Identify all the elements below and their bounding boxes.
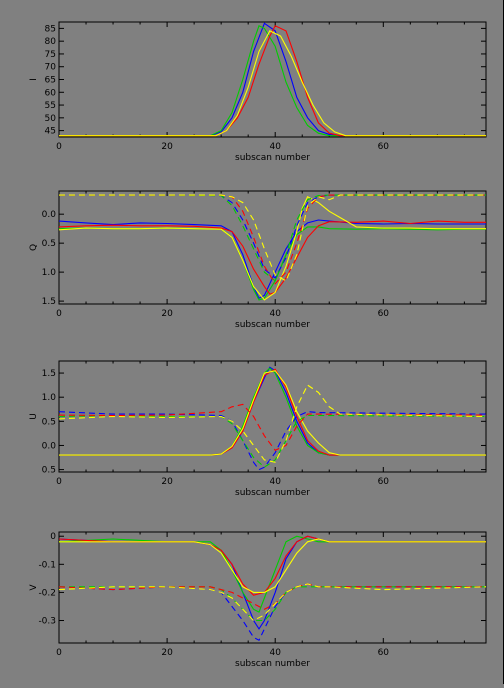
y-tick-label: 70 — [45, 63, 57, 73]
y-axis-label: U — [29, 413, 39, 420]
series-line-dashed — [59, 583, 486, 610]
y-tick-label: 55 — [45, 101, 56, 111]
x-tick-label: 20 — [161, 477, 173, 487]
series-line-dashed — [59, 411, 486, 471]
x-tick-label: 0 — [56, 142, 62, 152]
y-tick-label: -0.1 — [38, 560, 56, 570]
series-line-dashed — [59, 414, 486, 468]
y-tick-label: 45 — [45, 127, 56, 137]
y-tick-label: 80 — [45, 37, 57, 47]
series-line-dashed — [59, 403, 486, 451]
x-axis-label: subscan number — [235, 153, 310, 163]
x-tick-label: 0 — [56, 309, 62, 319]
series-line-solid — [59, 220, 486, 295]
x-axis-label: subscan number — [235, 488, 310, 498]
series-line-solid — [59, 219, 486, 299]
series-line-dashed — [59, 384, 486, 463]
y-tick-label: 50 — [45, 114, 57, 124]
series-line-dashed — [59, 583, 486, 641]
x-tick-label: 40 — [269, 648, 281, 658]
x-tick-label: 60 — [378, 648, 390, 658]
y-tick-label: -0.3 — [38, 617, 56, 627]
x-tick-label: 40 — [269, 309, 281, 319]
x-axis-label: subscan number — [235, 320, 310, 330]
x-tick-label: 0 — [56, 648, 62, 658]
y-tick-label: -0.2 — [38, 588, 56, 598]
y-tick-label: 1.5 — [42, 297, 56, 307]
panel-1: 0 20 40 60 45 50 55 60 65 70 75 80 85 subscan number I — [29, 21, 487, 163]
series-line-solid — [59, 22, 486, 137]
y-tick-label: 1.0 — [42, 268, 57, 278]
y-tick-label: 0.5 — [42, 239, 56, 249]
plot-frame — [58, 190, 487, 305]
series-line-solid — [59, 368, 486, 456]
y-tick-label: 0 — [50, 532, 56, 542]
x-tick-label: 40 — [269, 142, 281, 152]
series-line-solid — [59, 538, 486, 593]
y-tick-label: 1.0 — [42, 393, 57, 403]
series-line-dashed — [59, 194, 486, 282]
series-line-dashed — [59, 194, 486, 282]
plot-frame — [58, 21, 487, 138]
x-tick-label: 40 — [269, 477, 281, 487]
y-tick-label: 85 — [45, 24, 56, 34]
series-line-solid — [59, 30, 486, 137]
y-tick-label: 1.5 — [42, 369, 56, 379]
y-tick-label: 0.0 — [42, 210, 57, 220]
series-line-solid — [59, 25, 486, 137]
y-tick-label: 0.5 — [42, 466, 56, 476]
series-line-solid — [59, 370, 486, 456]
series-line-solid — [59, 367, 486, 456]
x-tick-label: 0 — [56, 477, 62, 487]
series-line-dashed — [59, 194, 486, 285]
x-axis-label: subscan number — [235, 659, 310, 669]
series-line-dashed — [59, 194, 486, 279]
x-tick-label: 20 — [161, 309, 173, 319]
series-line-solid — [59, 366, 486, 456]
y-tick-label: 0.0 — [42, 441, 57, 451]
y-tick-label: 60 — [45, 88, 57, 98]
y-axis-label: I — [29, 78, 39, 81]
panel-3: 0 20 40 60 0.5 0.0 0.5 1.0 1.5 subscan number U — [29, 360, 487, 498]
x-tick-label: 60 — [378, 477, 390, 487]
x-tick-label: 20 — [161, 142, 173, 152]
x-tick-label: 60 — [378, 309, 390, 319]
panel-4: 0 20 40 60 0 -0.1 -0.2 -0.3 subscan number V — [29, 531, 487, 669]
x-tick-label: 20 — [161, 648, 173, 658]
plot-frame — [58, 531, 487, 644]
series-line-solid — [59, 196, 486, 301]
y-tick-label: 0.5 — [42, 417, 56, 427]
y-tick-label: 75 — [45, 50, 56, 60]
panel-2: 0 20 40 60 0.0 0.5 1.0 1.5 subscan number Q — [29, 190, 487, 330]
series-line-solid — [59, 226, 486, 301]
x-tick-label: 60 — [378, 142, 390, 152]
y-tick-label: 65 — [45, 76, 56, 86]
y-axis-label: Q — [29, 244, 39, 251]
y-axis-label: V — [29, 584, 39, 591]
series-line-dashed — [59, 586, 486, 622]
